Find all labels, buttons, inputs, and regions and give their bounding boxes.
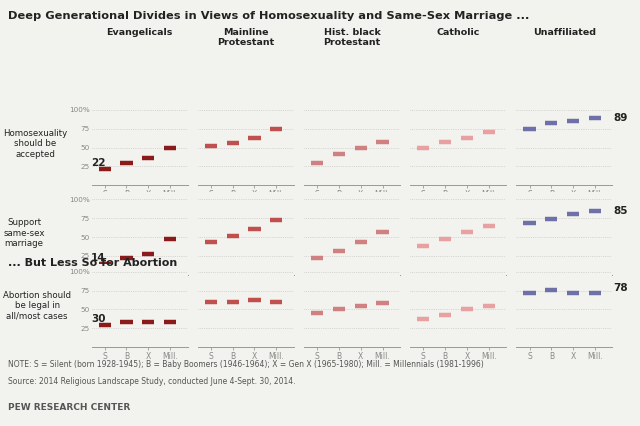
Text: Catholic: Catholic	[436, 28, 480, 37]
Text: NOTE: S = Silent (born 1928-1945); B = Baby Boomers (1946-1964); X = Gen X (1965: NOTE: S = Silent (born 1928-1945); B = B…	[8, 360, 483, 369]
Text: Source: 2014 Religious Landscape Study, conducted June 4-Sept. 30, 2014.: Source: 2014 Religious Landscape Study, …	[8, 377, 295, 386]
Text: Homosexuality
should be
accepted: Homosexuality should be accepted	[3, 129, 67, 158]
Text: 22: 22	[91, 158, 106, 168]
Text: Unaffiliated: Unaffiliated	[533, 28, 596, 37]
Text: Abortion should
be legal in
all/most cases: Abortion should be legal in all/most cas…	[3, 291, 71, 320]
Text: Deep Generational Divides in Views of Homosexuality and Same-Sex Marriage ...: Deep Generational Divides in Views of Ho…	[8, 11, 529, 20]
Text: Evangelicals: Evangelicals	[106, 28, 173, 37]
Text: Hist. black
Protestant: Hist. black Protestant	[323, 28, 381, 47]
Text: Mainline
Protestant: Mainline Protestant	[217, 28, 275, 47]
Text: Support
same-sex
marriage: Support same-sex marriage	[3, 219, 45, 248]
Text: PEW RESEARCH CENTER: PEW RESEARCH CENTER	[8, 403, 130, 412]
Text: 78: 78	[614, 283, 628, 293]
Text: 89: 89	[614, 113, 628, 123]
Text: 14: 14	[91, 253, 106, 263]
Text: 85: 85	[614, 206, 628, 216]
Text: 30: 30	[91, 314, 106, 324]
Text: ... But Less So for Abortion: ... But Less So for Abortion	[8, 258, 177, 268]
